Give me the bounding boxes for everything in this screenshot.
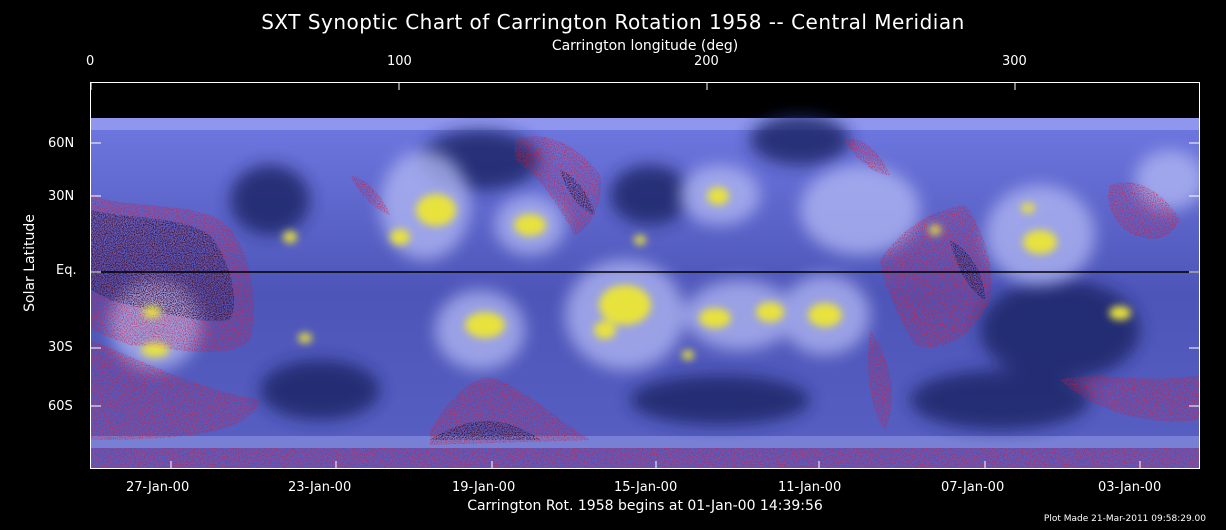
date-tick-27jan: 27-Jan-00	[126, 480, 190, 495]
plot-made-footer: Plot Made 21-Mar-2011 09:58:29.00	[1043, 514, 1206, 524]
lat-tick-30s: 30S	[48, 340, 73, 355]
top-tick-200: 200	[694, 54, 719, 69]
polar-band-north	[91, 118, 1199, 130]
top-tick-300: 300	[1002, 54, 1027, 69]
lat-tick-60n: 60N	[48, 136, 75, 151]
chart-title: SXT Synoptic Chart of Carrington Rotatio…	[261, 10, 965, 34]
top-tick-100: 100	[387, 54, 412, 69]
date-tick-23jan: 23-Jan-00	[288, 480, 352, 495]
date-tick-11jan: 11-Jan-00	[778, 480, 842, 495]
bottom-axis-label: Carrington Rot. 1958 begins at 01-Jan-00…	[467, 498, 823, 514]
date-tick-19jan: 19-Jan-00	[452, 480, 516, 495]
latitude-ticks	[91, 142, 1199, 407]
date-tick-15jan: 15-Jan-00	[614, 480, 678, 495]
date-ticks	[170, 461, 1141, 468]
lat-tick-eq: Eq.	[56, 263, 77, 278]
top-ticks	[90, 83, 1016, 90]
date-tick-03jan: 03-Jan-00	[1098, 480, 1162, 495]
lat-tick-30n: 30N	[48, 189, 75, 204]
polar-band-south	[91, 436, 1199, 448]
lat-tick-60s: 60S	[48, 399, 73, 414]
date-tick-07jan: 07-Jan-00	[941, 480, 1005, 495]
plot-frame	[90, 82, 1200, 469]
top-tick-0: 0	[86, 54, 95, 69]
top-axis-label: Carrington longitude (deg)	[551, 38, 739, 54]
